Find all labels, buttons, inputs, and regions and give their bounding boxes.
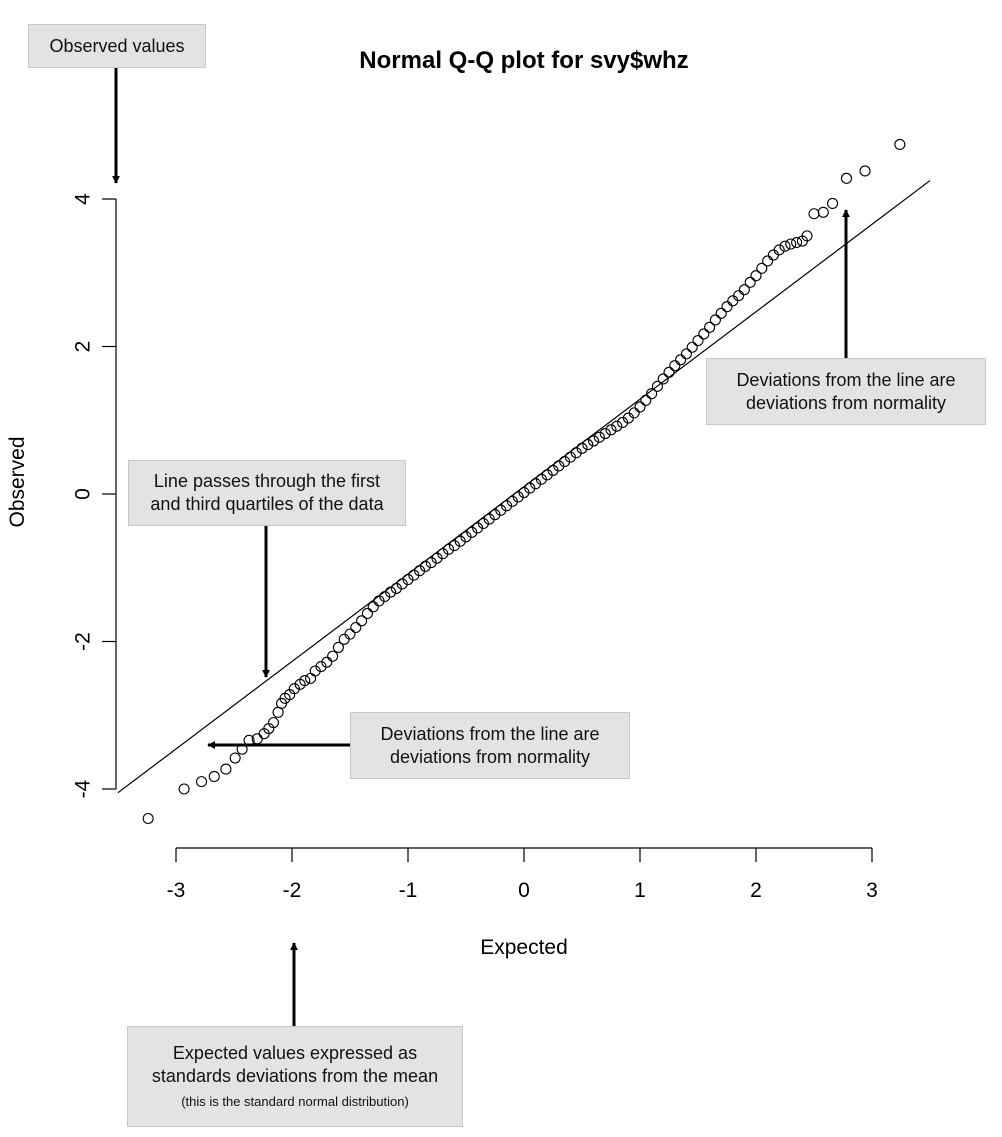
- data-point: [817, 206, 829, 218]
- callout-expected-note: (this is the standard normal distributio…: [181, 1094, 409, 1109]
- data-point: [669, 360, 681, 372]
- data-point: [808, 208, 820, 220]
- data-point: [663, 366, 675, 378]
- data-point: [715, 307, 727, 319]
- data-point: [605, 424, 617, 436]
- y-tick-label: -2: [71, 632, 94, 651]
- callout-deviations-left-text-1: Deviations from the line are: [380, 724, 600, 744]
- data-point: [762, 255, 774, 267]
- data-point: [142, 812, 154, 825]
- data-point: [582, 439, 594, 451]
- data-point: [727, 295, 739, 307]
- data-point: [588, 435, 600, 447]
- data-point: [356, 615, 368, 627]
- data-point: [738, 284, 750, 296]
- data-point: [195, 776, 208, 788]
- x-tick-label: 0: [518, 879, 530, 902]
- data-point: [779, 240, 791, 252]
- data-point: [344, 628, 356, 640]
- callout-deviations-right: Deviations from the line are deviations …: [706, 358, 986, 425]
- data-point: [680, 348, 692, 360]
- data-point: [419, 560, 431, 572]
- data-point: [756, 262, 768, 274]
- data-point: [267, 717, 279, 729]
- data-point: [321, 656, 333, 668]
- data-point: [299, 675, 311, 687]
- x-axis: -3 -2 -1 0 1 2 3: [167, 847, 878, 902]
- data-point: [692, 335, 704, 347]
- x-tick-label: 3: [866, 879, 878, 902]
- data-point: [750, 270, 762, 282]
- x-tick-label: 1: [634, 879, 646, 902]
- y-tick-label: -4: [71, 779, 94, 798]
- data-point: [785, 238, 797, 250]
- data-point: [840, 172, 853, 184]
- data-point: [208, 770, 220, 783]
- data-point: [350, 621, 362, 634]
- data-point: [651, 380, 663, 392]
- x-tick-label: 2: [750, 879, 762, 902]
- data-point: [767, 249, 779, 261]
- callout-deviations-left: Deviations from the line are deviations …: [350, 712, 630, 779]
- x-tick-label: -1: [399, 879, 418, 902]
- data-point: [327, 650, 339, 662]
- data-point: [640, 394, 652, 406]
- callout-line-quartiles-text-1: Line passes through the first: [153, 471, 381, 491]
- data-point: [801, 230, 813, 242]
- callout-expected-text-2: standards deviations from the mean: [151, 1066, 439, 1086]
- data-point: [791, 236, 803, 249]
- y-tick-label: 4: [71, 193, 94, 205]
- y-tick-label: 2: [71, 341, 94, 353]
- data-point: [599, 427, 611, 440]
- y-axis-label: Observed: [6, 436, 29, 527]
- data-point: [634, 401, 646, 413]
- callout-observed-values: Observed values: [28, 24, 206, 68]
- callout-deviations-left-text-2: deviations from normality: [389, 747, 591, 767]
- callout-line-quartiles-text-2: and third quartiles of the data: [150, 494, 384, 514]
- data-points: [142, 138, 906, 825]
- data-point: [827, 197, 839, 209]
- data-point: [698, 328, 710, 340]
- data-point: [628, 407, 640, 419]
- data-point: [305, 672, 317, 684]
- data-point: [704, 321, 716, 333]
- data-point: [675, 354, 687, 366]
- data-point: [361, 607, 373, 620]
- data-point: [611, 420, 623, 432]
- data-point: [657, 373, 669, 385]
- data-point: [443, 543, 455, 555]
- x-tick-label: -3: [167, 879, 186, 902]
- data-point: [338, 633, 350, 645]
- data-point: [178, 783, 190, 795]
- data-point: [367, 601, 379, 613]
- data-point: [646, 388, 658, 400]
- chart-title: Normal Q-Q plot for svy$whz: [359, 47, 688, 74]
- x-axis-label: Expected: [480, 936, 568, 959]
- x-tick-label: -2: [283, 879, 302, 902]
- data-point: [576, 442, 588, 454]
- data-point: [773, 244, 785, 256]
- data-point: [332, 641, 344, 653]
- data-point: [744, 276, 756, 288]
- data-point: [686, 341, 698, 353]
- callout-expected-values: Expected values expressed as standards d…: [127, 1026, 463, 1127]
- data-point: [593, 431, 605, 443]
- data-point: [733, 290, 745, 302]
- callout-observed-text: Observed values: [49, 36, 185, 56]
- callout-deviations-right-text-1: Deviations from the line are: [736, 370, 956, 390]
- data-point: [229, 752, 241, 764]
- data-point: [385, 586, 397, 598]
- callout-line-quartiles: Line passes through the first and third …: [128, 460, 406, 526]
- data-point: [709, 314, 721, 326]
- data-point: [220, 763, 232, 775]
- data-point: [894, 138, 906, 150]
- reference-line: [117, 180, 931, 794]
- y-axis: -4 -2 0 2 4: [71, 193, 117, 798]
- y-tick-label: 0: [71, 488, 94, 500]
- callout-expected-text-1: Expected values expressed as: [172, 1043, 418, 1063]
- data-point: [859, 165, 871, 177]
- callout-deviations-right-text-2: deviations from normality: [745, 393, 947, 413]
- data-point: [721, 301, 733, 313]
